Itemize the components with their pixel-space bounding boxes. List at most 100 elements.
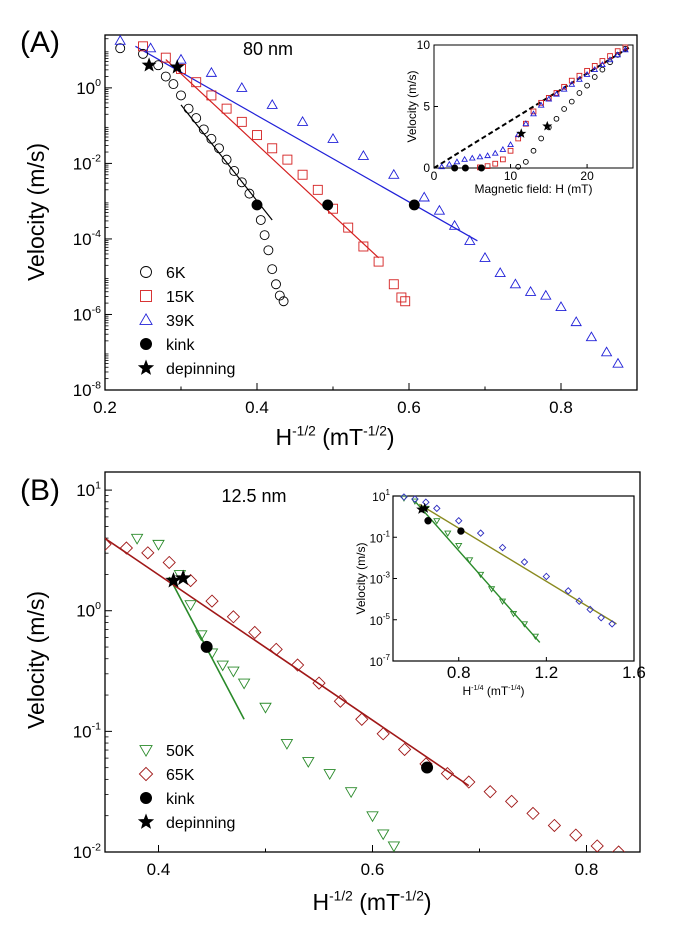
panel-a-inset-series-15k-point bbox=[515, 135, 522, 142]
panel-b-series-50k-point bbox=[323, 769, 336, 780]
panel-b-inset-x-axis-label: H-1/4 (mT-1/4) bbox=[462, 683, 524, 698]
panel-a-inset-y-axis-label: Velocity (m/s) bbox=[405, 70, 419, 142]
panel-a-series-6k-point bbox=[267, 264, 278, 275]
panel-a-thickness-annotation: 80 nm bbox=[243, 39, 293, 59]
panel-b-y-axis-label: Velocity (m/s) bbox=[23, 591, 49, 729]
panel-a-legend-label: kink bbox=[166, 337, 195, 354]
panel-b-inset-series-65k-point bbox=[608, 620, 616, 628]
panel-b-inset-series-50k-point bbox=[444, 530, 452, 537]
panel-a-series-39k-point bbox=[357, 150, 370, 160]
panel-b-legend-marker bbox=[139, 745, 153, 757]
panel-a-series-15k-point bbox=[400, 296, 411, 307]
panel-b-series-65k-point bbox=[590, 839, 604, 852]
panel-a-inset-series-39k-point bbox=[614, 51, 622, 58]
panel-a-y-tick-label: 100 bbox=[76, 77, 101, 98]
panel-a-series-15k-point bbox=[252, 130, 262, 141]
panel-a-inset-series-15k-point bbox=[507, 147, 514, 154]
panel-a-inset-series-15k-point bbox=[607, 53, 613, 59]
panel-b-series-50k-point bbox=[302, 757, 315, 768]
panel-a-series-39k-point bbox=[479, 251, 491, 262]
panel-b-series-65k-point bbox=[162, 555, 176, 570]
panel-a-inset-series-39k-point bbox=[606, 56, 614, 63]
panel-a-inset-series-39k-point bbox=[591, 66, 599, 72]
panel-a-series-6k-point bbox=[236, 177, 247, 188]
panel-b-legend-marker bbox=[140, 792, 152, 804]
panel-a-series-39k-point bbox=[585, 331, 598, 342]
panel-a-inset-series-39k-point bbox=[461, 155, 469, 162]
panel-a-series-39k-point bbox=[296, 116, 309, 126]
panel-a-inset-series-15k-point bbox=[492, 160, 499, 167]
panel-b-series-50k-point bbox=[376, 829, 390, 841]
panel-a-inset-series-kink-point bbox=[451, 164, 459, 172]
panel-a-series-6k-point bbox=[278, 296, 289, 307]
panel-b-inset-fit-line bbox=[418, 503, 617, 625]
panel-b-inset-series-65k-point bbox=[400, 493, 408, 501]
panel-a-inset-series-39k-point bbox=[621, 46, 629, 53]
panel-a-inset-series-39k-point bbox=[499, 146, 507, 152]
panel-a-series-depinning-point bbox=[169, 59, 185, 74]
panel-a-inset-series-6k-point bbox=[576, 90, 583, 96]
panel-a-inset-series-39k-point bbox=[453, 158, 461, 165]
panel-b-series-65k-point bbox=[205, 594, 219, 608]
panel-a-x-axis-label: H-1/2 (mT-1/2) bbox=[275, 423, 394, 450]
panel-b-series-65k-point bbox=[611, 845, 626, 852]
panel-b-series-65k-point bbox=[547, 818, 562, 833]
panel-a-inset-series-15k-point bbox=[622, 44, 629, 51]
panel-b-series-depinning-point bbox=[174, 569, 192, 586]
panel-b-inset-series-65k-point bbox=[454, 516, 463, 525]
panel-a-inset-series-39k-point bbox=[545, 95, 553, 102]
panel-a-inset-series-39k-point bbox=[476, 153, 484, 160]
panel-b-series-50k-point bbox=[195, 630, 208, 642]
panel-b-inset-y-tick-label: 10-7 bbox=[369, 653, 390, 669]
panel-b-inset-series-50k-point bbox=[498, 598, 507, 605]
panel-a-series-depinning-point bbox=[141, 57, 157, 72]
panel-a-series-15k-point bbox=[388, 279, 399, 290]
panel-a-inset-x-tick-label: 20 bbox=[580, 169, 594, 183]
panel-b-y-tick-label: 10-1 bbox=[73, 721, 101, 742]
panel-b-series-50k-point bbox=[366, 811, 379, 823]
panel-b-inset-x-tick-label: 1.2 bbox=[535, 663, 559, 682]
panel-a-inset-series-39k-point bbox=[522, 120, 530, 127]
panel-a-inset-y-tick-label: 10 bbox=[417, 38, 431, 52]
panel-a-inset-series-15k-point bbox=[553, 90, 560, 96]
panel-a-inset-series-39k-point bbox=[576, 75, 583, 82]
panel-a-y-tick-label: 10-8 bbox=[73, 379, 101, 400]
panel-b-series-50k-point bbox=[227, 666, 240, 678]
panel-a-series-39k-point bbox=[388, 168, 400, 179]
panel-b-series-65k-point bbox=[290, 658, 305, 672]
panel-b-series-50k-point bbox=[216, 660, 229, 672]
panel-a-inset-series-6k-point bbox=[568, 98, 575, 105]
panel-b-inset-x-tick-label: 0.8 bbox=[447, 663, 471, 682]
panel-b-series-65k-point bbox=[397, 742, 412, 757]
panel-a-series-39k-point bbox=[600, 346, 613, 357]
panel-b-series-50k-point bbox=[184, 600, 197, 612]
panel-a-series-15k-point bbox=[297, 169, 308, 180]
panel-a-inset-series-6k-point bbox=[607, 59, 613, 66]
panel-b-inset-series-50k-point bbox=[487, 586, 496, 593]
panel-a-inset-series-39k-point bbox=[583, 70, 591, 77]
panel-b-series-65k-point bbox=[376, 727, 390, 741]
panel-b-series-65k-point bbox=[462, 775, 476, 789]
panel-a-series-15k-point bbox=[343, 222, 354, 233]
panel-a-inset-series-kink-point bbox=[477, 164, 485, 172]
panel-b-series-50k-point bbox=[237, 678, 251, 690]
panel-b-series-65k-point bbox=[355, 712, 369, 726]
panel-b-series-65k-point bbox=[526, 806, 540, 821]
panel-a-inset-series-39k-point bbox=[553, 90, 560, 97]
panel-a-inset-series-6k-point bbox=[515, 163, 522, 170]
panel-b-fit-line bbox=[105, 537, 470, 787]
panel-a-series-6k-point bbox=[259, 230, 270, 241]
panel-a-inset-series-15k-point bbox=[561, 83, 567, 90]
panel-a-inset-series-6k-point bbox=[584, 82, 590, 89]
panel-a-y-tick-label: 10-6 bbox=[73, 304, 101, 325]
panel-b-inset-series-65k-point bbox=[422, 498, 430, 506]
panel-a-inset-series-15k-point bbox=[576, 72, 583, 79]
panel-a-inset-series-depinning-point bbox=[542, 120, 553, 131]
panel-a-series-39k-point bbox=[524, 285, 537, 296]
panel-b-inset-series-kink-point bbox=[457, 527, 465, 535]
panel-a-y-axis-label: Velocity (m/s) bbox=[23, 143, 49, 281]
panel-a-series-15k-point bbox=[312, 184, 323, 195]
panel-a-inset-x-tick-label: 10 bbox=[504, 169, 518, 183]
panel-a-series-15k-point bbox=[267, 143, 278, 154]
panel-a-inset-series-39k-point bbox=[530, 110, 537, 117]
